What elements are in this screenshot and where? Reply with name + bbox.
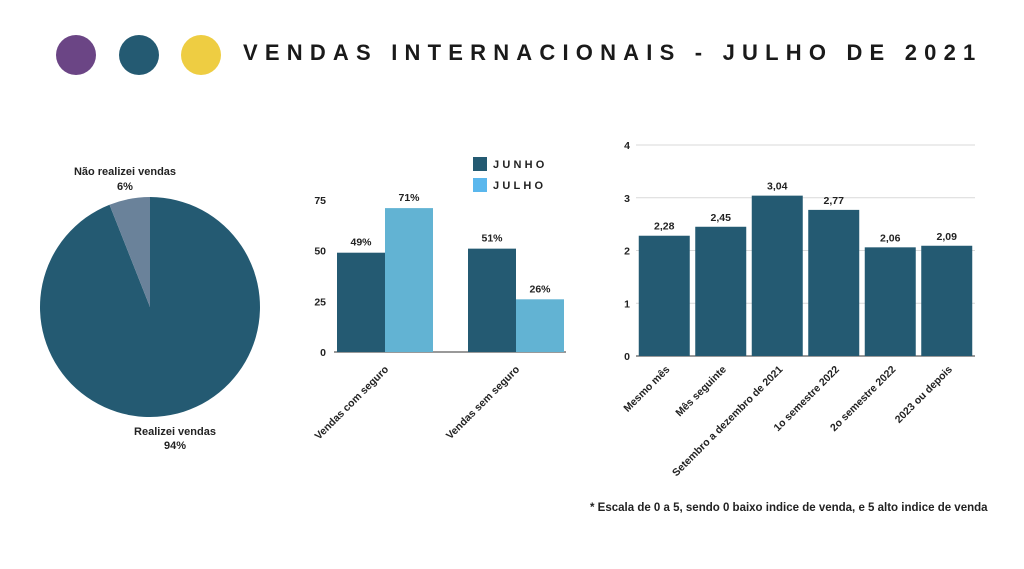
page-title: VENDAS INTERNACIONAIS - JULHO DE 2021	[243, 40, 983, 65]
bar-value-label: 51%	[481, 233, 503, 245]
yellow-dot	[181, 35, 221, 75]
x-tick-label: Vendas com seguro	[312, 364, 391, 443]
bar	[516, 299, 564, 352]
purple-dot	[56, 35, 96, 75]
legend-label: JULHO	[493, 180, 546, 192]
bar	[638, 235, 690, 356]
bar-value-label: 2,45	[711, 212, 732, 224]
bar	[337, 252, 385, 352]
y-tick-label: 75	[314, 195, 326, 207]
pie-label: Não realizei vendas	[74, 166, 176, 178]
x-tick-label: Setembro a dezembro de 2021	[670, 364, 785, 479]
bar	[385, 208, 433, 352]
y-tick-label: 1	[624, 298, 630, 310]
pie-value-label: 94%	[164, 440, 186, 452]
bar	[808, 209, 860, 356]
bar-value-label: 71%	[398, 192, 420, 204]
bar-value-label: 2,28	[654, 221, 675, 233]
x-tick-label: 2023 ou depois	[893, 364, 955, 426]
y-tick-label: 0	[624, 351, 630, 363]
y-tick-label: 50	[314, 246, 326, 258]
bar	[751, 195, 803, 356]
y-tick-label: 3	[624, 193, 630, 205]
bar-value-label: 2,09	[937, 231, 958, 243]
bar-value-label: 2,77	[824, 195, 845, 207]
pie-slice	[109, 197, 150, 307]
teal-dot	[119, 35, 159, 75]
y-tick-label: 0	[320, 347, 326, 359]
bar-value-label: 2,06	[880, 232, 901, 244]
bar	[864, 247, 916, 356]
pie-value-label: 6%	[117, 181, 133, 193]
x-tick-label: Vendas sem seguro	[444, 364, 522, 442]
footnote: * Escala de 0 a 5, sendo 0 baixo indice …	[590, 502, 988, 514]
bar	[695, 226, 747, 356]
legend-swatch	[473, 157, 487, 171]
y-tick-label: 4	[624, 140, 630, 152]
x-tick-label: Mês seguinte	[673, 364, 729, 420]
legend-label: JUNHO	[493, 159, 548, 171]
pie-slice	[39, 197, 260, 417]
y-tick-label: 2	[624, 246, 630, 258]
pie-label: Realizei vendas	[134, 426, 216, 438]
bar-value-label: 3,04	[767, 181, 788, 193]
bar-value-label: 26%	[529, 283, 551, 295]
y-tick-label: 25	[314, 296, 326, 308]
bar-value-label: 49%	[350, 237, 372, 249]
x-tick-label: Mesmo mês	[621, 364, 672, 415]
legend-swatch	[473, 178, 487, 192]
bar	[468, 248, 516, 352]
bar	[921, 245, 973, 356]
